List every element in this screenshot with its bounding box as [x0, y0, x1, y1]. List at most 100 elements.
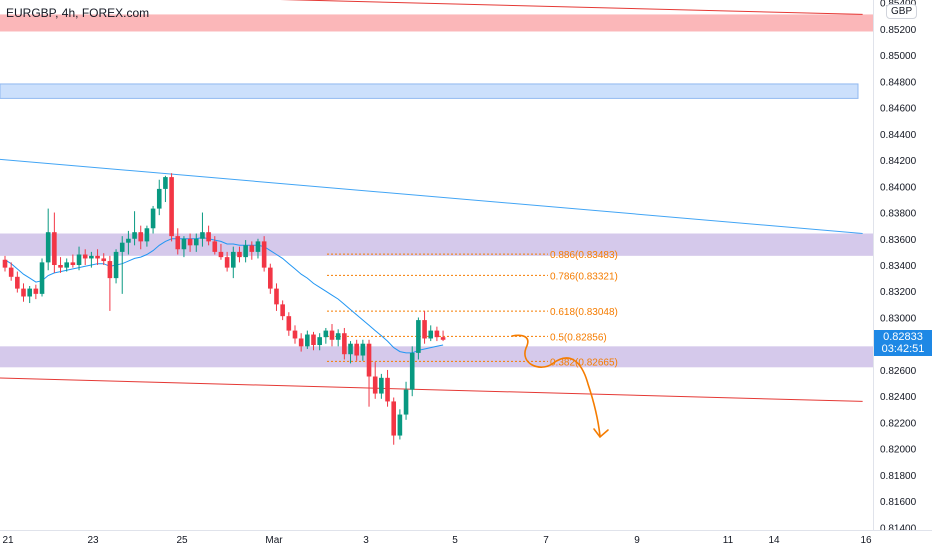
time-tick-label: 11	[723, 535, 734, 546]
candle	[58, 257, 63, 273]
price-tick-label: 0.83200	[880, 287, 917, 298]
candle-body	[70, 262, 76, 265]
candle-body	[422, 320, 427, 339]
projection-path	[511, 334, 601, 437]
candle-body	[113, 251, 119, 279]
candle-body	[391, 401, 397, 436]
candle	[366, 339, 372, 407]
candle-body	[261, 241, 267, 268]
candle-body	[193, 238, 199, 246]
candle	[144, 225, 150, 247]
upper-purple-zone	[0, 233, 873, 256]
price-axis-border	[873, 0, 874, 530]
time-tick-label: 21	[2, 535, 14, 546]
price-tick-label: 0.85200	[880, 25, 917, 36]
candle	[126, 230, 131, 255]
fib-level-label: 0.786(0.83321)	[550, 271, 618, 282]
candle	[428, 325, 434, 342]
time-tick-label: 5	[452, 535, 458, 546]
candle	[292, 325, 298, 344]
candle	[311, 331, 316, 351]
price-axis[interactable]: 0.854000.852000.850000.848000.846000.844…	[874, 0, 932, 534]
price-tick-label: 0.82000	[880, 445, 917, 456]
candle-body	[379, 377, 384, 394]
time-tick-label: 16	[860, 535, 872, 546]
candle	[237, 246, 242, 263]
price-tick-label: 0.82400	[880, 392, 917, 403]
candle-body	[335, 333, 341, 340]
candle-body	[342, 333, 347, 355]
candle	[243, 240, 248, 263]
upper-red-trendline	[280, 0, 863, 15]
candle-body	[397, 414, 403, 436]
candle	[212, 236, 218, 255]
candle-body	[58, 265, 63, 268]
candle-body	[243, 245, 248, 258]
candle-body	[403, 389, 409, 415]
candle-body	[132, 232, 137, 239]
candle-body	[64, 262, 69, 268]
candle-body	[15, 276, 20, 289]
candle	[76, 246, 82, 271]
candle-body	[230, 251, 236, 268]
candle	[187, 233, 193, 252]
candle-body	[360, 343, 366, 356]
candle	[329, 324, 335, 347]
candle	[230, 246, 236, 279]
candle	[280, 300, 285, 321]
candles-layer	[2, 173, 446, 445]
candle	[422, 310, 427, 344]
candle-body	[274, 288, 279, 305]
price-tick-label: 0.81400	[880, 523, 917, 534]
time-axis-border	[0, 530, 932, 531]
candle-body	[150, 208, 156, 229]
candle	[138, 225, 144, 250]
candle-body	[224, 257, 230, 268]
price-tick-label: 0.84200	[880, 156, 917, 167]
candle-body	[428, 330, 434, 339]
candle-body	[33, 288, 39, 294]
candle	[64, 258, 69, 272]
candle	[33, 284, 39, 300]
candle-body	[218, 251, 224, 258]
candle-body	[372, 376, 378, 394]
candle	[403, 381, 409, 420]
candle-body	[126, 238, 131, 243]
candle	[255, 238, 261, 259]
candle-body	[76, 254, 82, 265]
candle-body	[21, 288, 26, 297]
current-price-tag: 0.82833 03:42:51	[874, 330, 932, 356]
currency-badge[interactable]: GBP	[886, 4, 918, 19]
candle	[169, 173, 174, 242]
candle	[224, 251, 230, 272]
candle-body	[249, 245, 255, 252]
candle-body	[305, 334, 310, 347]
candle-body	[348, 343, 353, 355]
time-axis-bg	[0, 531, 932, 550]
price-tick-label: 0.84400	[880, 130, 917, 141]
candle-body	[385, 377, 390, 402]
candle-body	[156, 188, 162, 209]
candle-body	[119, 242, 125, 252]
candle	[89, 251, 94, 268]
candle	[107, 255, 113, 311]
candle	[317, 333, 322, 351]
candle	[206, 225, 211, 246]
price-tick-label: 0.84000	[880, 182, 917, 193]
candle-body	[82, 254, 88, 259]
candle	[27, 285, 32, 304]
candle	[45, 208, 51, 271]
resistance-zone	[0, 14, 873, 32]
price-tick-label: 0.83600	[880, 235, 917, 246]
time-axis[interactable]: 21 23 25 Mar 3 5 7 9 11 14 16	[0, 531, 932, 550]
time-tick-label: 9	[634, 535, 640, 546]
candle	[268, 263, 273, 294]
candle	[193, 233, 199, 252]
moving-average-line	[4, 236, 444, 354]
candle-body	[286, 316, 292, 331]
candle-body	[292, 330, 298, 339]
candle	[8, 262, 14, 281]
candle-body	[329, 330, 335, 340]
time-tick-label: Mar	[265, 535, 283, 546]
